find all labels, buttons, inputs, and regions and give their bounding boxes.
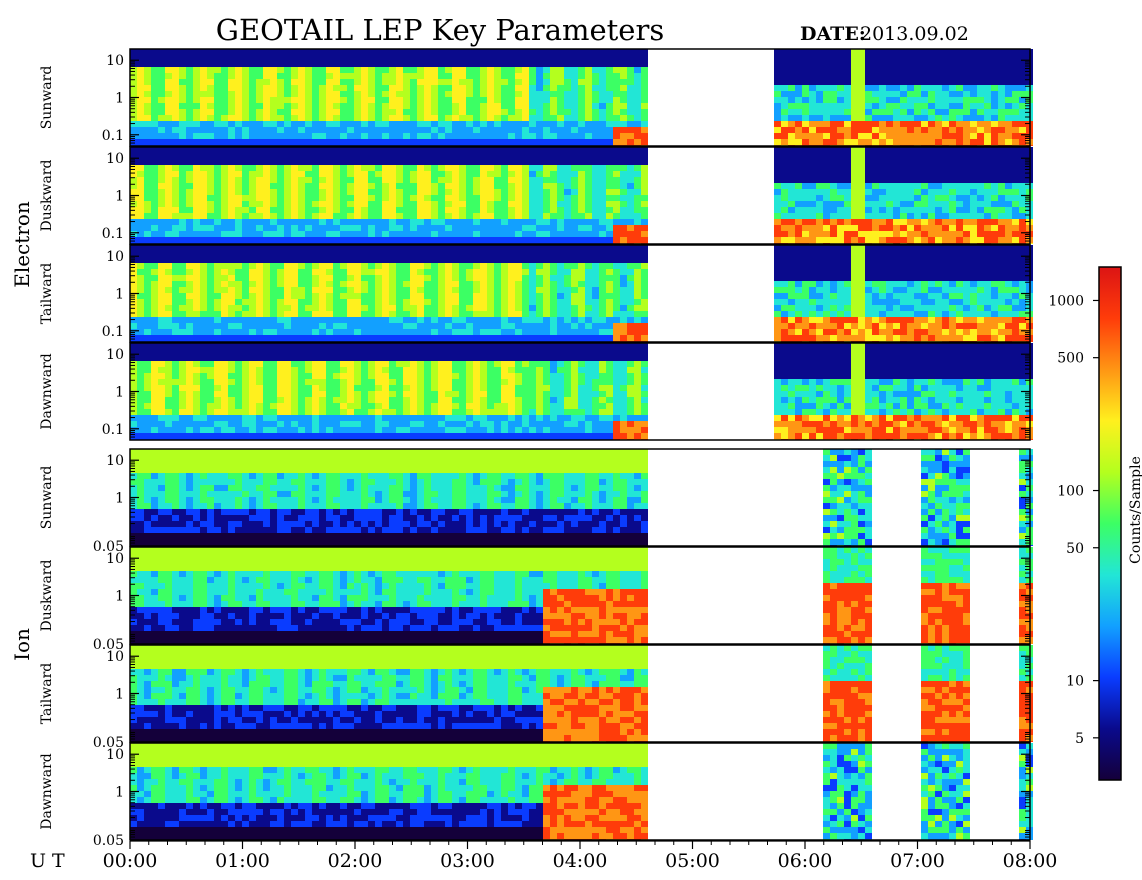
y-tick-label: 0.1	[102, 422, 124, 438]
y-tick-label: 10	[106, 249, 124, 265]
ut-label: U T	[30, 850, 65, 872]
panel-label: Tailward	[39, 263, 55, 325]
x-tick-label: 02:00	[328, 850, 383, 872]
y-tick-label: 0.05	[93, 735, 124, 751]
colorbar	[1098, 266, 1122, 781]
panel-label: Sunward	[39, 66, 55, 130]
y-tick-label: 10	[106, 551, 124, 567]
plot-title: GEOTAIL LEP Key Parameters	[216, 13, 664, 47]
y-tick-label: 1	[115, 589, 124, 605]
group-label: Ion	[10, 628, 34, 661]
colorbar-tick-label: 5	[1075, 731, 1084, 747]
y-tick-label: 10	[106, 453, 124, 469]
spectrogram-panel	[130, 547, 1033, 644]
y-tick-label: 0.05	[93, 833, 124, 849]
spectrogram-panel	[130, 49, 1033, 146]
y-tick-label: 10	[106, 53, 124, 69]
colorbar-tick-label: 10	[1066, 674, 1084, 690]
x-tick-label: 08:00	[1003, 850, 1058, 872]
y-tick-label: 0.05	[93, 637, 124, 653]
spectrogram-panel	[130, 645, 1033, 742]
y-tick-label: 10	[106, 649, 124, 665]
y-tick-label: 10	[106, 747, 124, 763]
y-tick-label: 1	[115, 287, 124, 303]
y-tick-label: 0.1	[102, 128, 124, 144]
y-tick-label: 0.05	[93, 539, 124, 555]
x-tick-label: 07:00	[890, 850, 945, 872]
spectrogram-panel	[130, 147, 1033, 244]
date-label: DATE:	[800, 23, 866, 45]
x-tick-label: 06:00	[778, 850, 833, 872]
x-tick-label: 04:00	[553, 850, 608, 872]
panel-label: Duskward	[39, 160, 55, 232]
panel-label: Sunward	[39, 466, 55, 530]
y-tick-label: 1	[115, 785, 124, 801]
panel-label: Tailward	[39, 663, 55, 725]
panel-label: Dawnward	[39, 353, 55, 430]
y-tick-label: 0.1	[102, 226, 124, 242]
y-tick-label: 10	[106, 151, 124, 167]
panel-label: Dawnward	[39, 753, 55, 830]
colorbar-tick-label: 50	[1066, 541, 1084, 557]
y-tick-label: 1	[115, 687, 124, 703]
y-tick-label: 1	[115, 189, 124, 205]
colorbar-tick-label: 100	[1057, 484, 1084, 500]
x-tick-label: 00:00	[103, 850, 158, 872]
y-tick-label: 1	[115, 91, 124, 107]
colorbar-label: Counts/Sample	[1128, 456, 1142, 564]
group-label: Electron	[10, 201, 34, 288]
spectrogram-panel	[130, 245, 1033, 342]
y-tick-label: 1	[115, 385, 124, 401]
x-tick-label: 01:00	[215, 850, 270, 872]
spectrogram-panel	[130, 343, 1033, 440]
y-tick-label: 0.1	[102, 324, 124, 340]
colorbar-tick-label: 1000	[1048, 293, 1084, 309]
colorbar-tick-label: 500	[1057, 351, 1084, 367]
y-tick-label: 1	[115, 491, 124, 507]
x-tick-label: 05:00	[665, 850, 720, 872]
spectrogram-panel	[130, 449, 1033, 546]
date-value: 2013.09.02	[860, 23, 969, 45]
x-tick-label: 03:00	[440, 850, 495, 872]
spectrogram-panel	[130, 743, 1033, 840]
y-tick-label: 10	[106, 347, 124, 363]
panel-label: Duskward	[39, 560, 55, 632]
